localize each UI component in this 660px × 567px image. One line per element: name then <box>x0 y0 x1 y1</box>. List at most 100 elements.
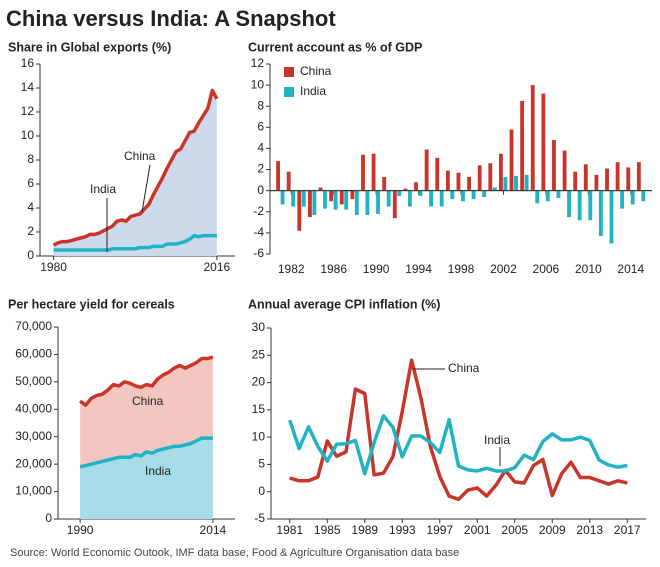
bar <box>488 163 493 191</box>
x-tick-label: 2002 <box>490 262 517 276</box>
bar <box>482 190 487 197</box>
y-tick-label: 6 <box>257 120 264 134</box>
bar <box>605 168 609 191</box>
bar <box>626 167 631 191</box>
bar <box>545 190 550 202</box>
bar <box>354 190 359 215</box>
bar <box>541 93 546 191</box>
y-tick-label: 15 <box>252 402 266 416</box>
x-tick-label: 2013 <box>576 523 603 537</box>
bar <box>588 190 593 221</box>
bar <box>318 187 323 191</box>
y-tick-label: 70,000 <box>15 319 52 333</box>
x-tick-label: 1982 <box>278 262 305 276</box>
y-tick-label: 4 <box>27 200 34 214</box>
y-tick-label: 4 <box>257 141 264 155</box>
bar <box>524 174 529 191</box>
y-tick-label: 0 <box>257 183 264 197</box>
y-tick-label: 20,000 <box>15 456 52 470</box>
bar <box>641 190 646 202</box>
bar <box>397 190 402 196</box>
bar <box>445 170 450 191</box>
bar <box>514 175 518 191</box>
bar <box>471 190 476 200</box>
bar <box>276 161 281 191</box>
x-tick-label: 1994 <box>405 262 432 276</box>
line <box>289 358 628 502</box>
x-tick-label: 2010 <box>575 262 602 276</box>
y-tick-label: 10 <box>21 128 35 142</box>
y-tick-label: 12 <box>251 56 265 70</box>
y-tick-label: 60,000 <box>15 347 52 361</box>
bar <box>609 190 614 244</box>
bar <box>615 162 620 191</box>
bar <box>503 176 508 191</box>
bar <box>467 176 472 191</box>
bar <box>435 157 440 191</box>
bar <box>301 190 306 207</box>
y-tick-label: 0 <box>27 248 34 262</box>
x-tick-label: 1985 <box>314 523 341 537</box>
y-tick-label: 16 <box>21 56 35 70</box>
y-tick-label: 6 <box>27 176 34 190</box>
bar <box>509 129 514 191</box>
line <box>52 88 219 247</box>
annotation: China <box>448 361 480 375</box>
x-tick-label: 2005 <box>501 523 528 537</box>
x-tick-label: 2014 <box>617 262 644 276</box>
annotation: India <box>145 464 171 478</box>
y-tick-label: 30,000 <box>15 429 52 443</box>
x-tick-label: 2017 <box>614 523 641 537</box>
bar <box>286 171 291 191</box>
y-tick-label: 50,000 <box>15 374 52 388</box>
bar <box>583 164 588 191</box>
bar <box>350 190 355 200</box>
x-tick-label: 2016 <box>204 260 231 274</box>
y-tick-label: 30 <box>252 320 266 334</box>
bar <box>312 190 317 215</box>
x-tick-label: 1990 <box>67 523 94 537</box>
bar <box>630 190 635 205</box>
bar <box>329 190 334 202</box>
x-tick-label: 2014 <box>200 523 227 537</box>
y-tick-label: 0 <box>258 484 265 498</box>
bar <box>371 153 376 191</box>
bar <box>477 165 482 191</box>
bar <box>382 176 387 191</box>
legend-label: China <box>300 64 332 78</box>
line <box>79 436 213 469</box>
y-tick-label: 12 <box>21 104 35 118</box>
bar <box>620 190 625 209</box>
annotation: India <box>90 182 116 196</box>
bar <box>520 100 525 191</box>
chart-title: Annual average CPI inflation (%) <box>248 297 440 311</box>
y-tick-label: 10 <box>252 429 266 443</box>
x-tick-label: 1997 <box>426 523 453 537</box>
chart-title: Per hectare yield for cereals <box>8 297 175 311</box>
x-tick-label: 2009 <box>539 523 566 537</box>
x-tick-label: 1986 <box>320 262 347 276</box>
bar <box>594 174 599 191</box>
y-tick-label: 40,000 <box>15 401 52 415</box>
bar <box>424 149 429 191</box>
legend-label: India <box>300 84 326 98</box>
line <box>79 355 214 407</box>
bar <box>291 190 296 207</box>
y-tick-label: 0 <box>45 511 52 525</box>
x-tick-label: 2006 <box>533 262 560 276</box>
bar <box>492 187 497 191</box>
y-tick-label: 8 <box>27 152 34 166</box>
bar <box>577 190 582 221</box>
annotation: India <box>484 433 510 447</box>
bar <box>344 190 349 210</box>
bar <box>573 171 578 191</box>
chart-title: Share in Global exports (%) <box>8 40 171 54</box>
area <box>53 90 217 257</box>
x-tick-label: 1989 <box>351 523 378 537</box>
bar <box>407 190 412 207</box>
bar <box>439 190 444 207</box>
y-tick-label: 20 <box>252 375 266 389</box>
x-tick-label: 1980 <box>40 260 67 274</box>
line <box>53 233 217 252</box>
